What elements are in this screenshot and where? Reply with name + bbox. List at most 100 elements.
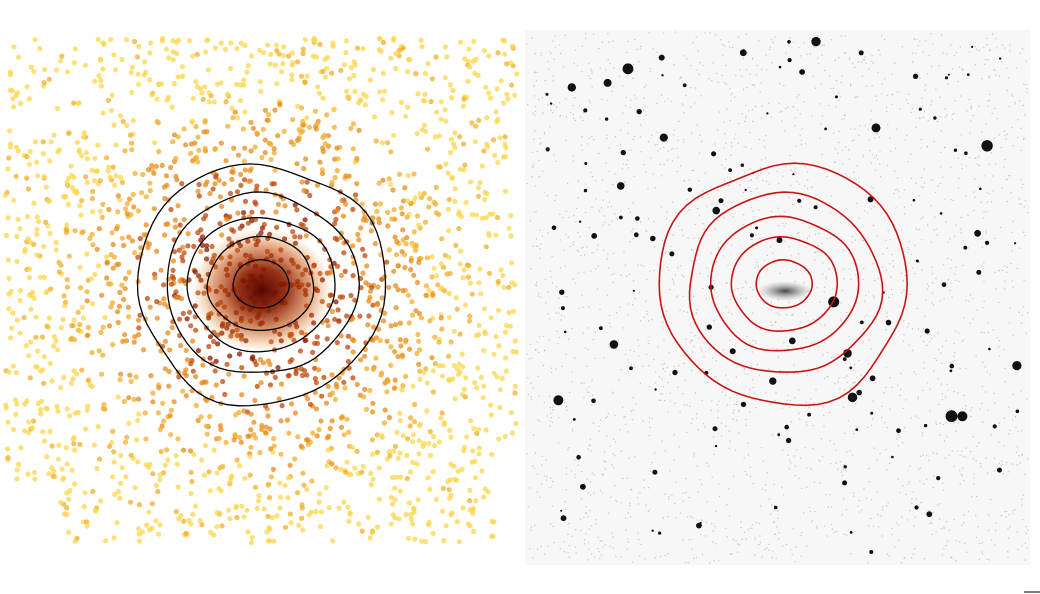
photon	[95, 424, 101, 430]
noise	[849, 82, 852, 85]
photon	[174, 461, 180, 467]
noise	[1026, 91, 1028, 93]
noise	[810, 521, 813, 523]
noise	[811, 342, 813, 344]
photon	[274, 513, 280, 519]
noise	[891, 533, 893, 536]
noise	[549, 406, 552, 409]
photon	[10, 427, 17, 433]
noise	[649, 70, 652, 73]
noise	[702, 222, 704, 225]
noise	[610, 326, 612, 328]
photon	[79, 153, 85, 159]
noise	[731, 92, 734, 95]
noise	[548, 487, 550, 489]
noise	[614, 414, 616, 416]
photon	[485, 144, 491, 150]
photon	[252, 199, 258, 205]
noise	[821, 115, 824, 117]
photon	[17, 330, 23, 336]
photon	[495, 307, 502, 313]
noise	[550, 109, 552, 112]
photon	[304, 179, 310, 185]
noise	[830, 195, 833, 197]
photon	[492, 152, 498, 158]
photon	[354, 157, 360, 163]
noise	[897, 478, 899, 480]
photon	[460, 275, 466, 281]
photon	[119, 57, 125, 63]
noise	[589, 481, 591, 483]
noise	[761, 159, 763, 161]
noise	[527, 377, 529, 379]
noise	[701, 553, 704, 556]
noise	[894, 147, 897, 150]
noise	[974, 196, 976, 198]
noise	[1007, 537, 1010, 539]
noise	[1004, 134, 1006, 137]
noise	[810, 115, 813, 117]
noise	[760, 117, 762, 119]
photon	[149, 92, 155, 98]
photon	[193, 123, 199, 130]
noise	[734, 96, 736, 98]
noise	[842, 474, 844, 477]
photon	[161, 184, 168, 190]
photon	[493, 232, 499, 238]
noise	[876, 491, 879, 493]
photon	[393, 65, 399, 72]
photon	[348, 292, 354, 299]
photon	[395, 455, 401, 461]
photon	[184, 316, 190, 322]
photon	[454, 519, 460, 525]
noise	[673, 283, 675, 285]
noise	[587, 491, 589, 494]
photon	[356, 521, 362, 527]
noise	[615, 348, 617, 350]
photon	[84, 251, 90, 257]
noise	[838, 99, 840, 101]
photon	[277, 505, 283, 511]
noise	[621, 168, 624, 170]
photon	[452, 130, 458, 136]
photon	[162, 462, 168, 468]
noise	[877, 278, 879, 280]
star	[560, 306, 565, 311]
photon	[432, 134, 438, 140]
noise	[953, 355, 955, 357]
noise	[770, 309, 773, 311]
noise	[740, 293, 742, 295]
noise	[750, 179, 752, 181]
photon	[457, 331, 463, 337]
noise	[701, 399, 703, 402]
photon	[28, 64, 34, 70]
noise	[1018, 198, 1021, 200]
photon	[135, 459, 141, 465]
photon	[82, 62, 88, 68]
photon	[385, 140, 391, 146]
noise	[980, 150, 982, 152]
noise	[797, 253, 800, 255]
noise	[761, 105, 763, 108]
photon	[216, 510, 223, 517]
noise	[627, 538, 629, 540]
noise	[613, 67, 615, 69]
noise	[779, 272, 782, 275]
noise	[881, 83, 883, 85]
star	[766, 112, 769, 115]
noise	[937, 332, 939, 334]
photon	[479, 163, 485, 169]
noise	[892, 265, 895, 268]
photon	[96, 456, 103, 462]
noise	[793, 106, 796, 108]
noise	[632, 409, 634, 411]
noise	[960, 228, 962, 230]
noise	[957, 422, 960, 424]
photon	[447, 427, 453, 433]
noise	[619, 429, 621, 431]
photon	[377, 89, 383, 95]
noise	[972, 298, 974, 300]
photon	[185, 243, 191, 249]
noise	[581, 471, 583, 473]
noise	[748, 110, 750, 112]
